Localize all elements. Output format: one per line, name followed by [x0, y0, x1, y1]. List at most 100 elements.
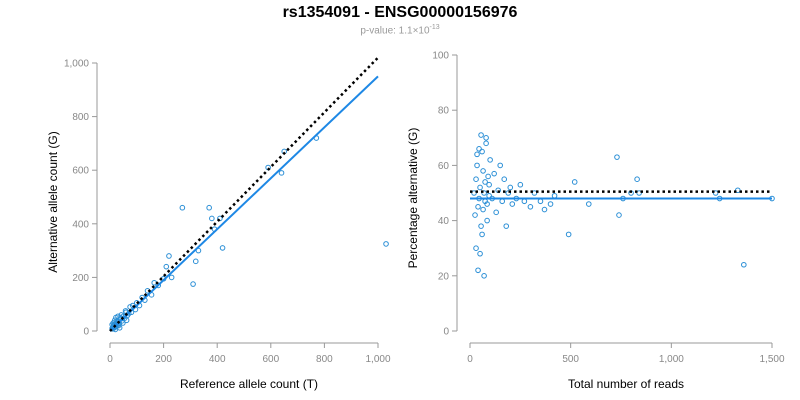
data-point — [537, 198, 544, 205]
x-tick-label: 400 — [209, 354, 226, 365]
data-point — [278, 170, 285, 176]
data-point — [547, 201, 554, 207]
x-tick-label: 200 — [155, 354, 172, 365]
right-scatter-panel: 0 20 40 60 80 100 0 500 1,000 1,500 Total number o… — [406, 51, 785, 392]
data-point — [531, 190, 538, 196]
y-tick-label: 800 — [72, 112, 89, 123]
data-point — [473, 176, 479, 182]
y-tick-label: 20 — [438, 271, 450, 282]
data-point — [190, 281, 196, 287]
data-point — [122, 308, 129, 314]
chart-title: rs1354091 - ENSG00000156976 — [282, 4, 518, 21]
data-point — [471, 190, 477, 196]
y-tick-label: 0 — [83, 327, 89, 338]
data-point — [475, 204, 481, 210]
data-point — [129, 302, 136, 309]
data-point — [109, 321, 115, 328]
pvalue-exponent: -13 — [429, 24, 440, 31]
y-axis-title: Alternative allele count (G) — [46, 131, 60, 272]
data-point — [475, 267, 481, 274]
data-point — [741, 261, 747, 268]
x-axis-title: Reference allele count (T) — [180, 377, 318, 391]
data-point — [479, 148, 485, 155]
data-point — [517, 181, 524, 188]
data-point — [482, 179, 488, 185]
data-point — [551, 192, 558, 199]
data-point — [163, 263, 170, 270]
y-axis-title: Percentage alternative (G) — [406, 128, 420, 269]
data-point — [474, 162, 480, 169]
x-tick-label: 800 — [316, 354, 333, 365]
x-tick-label: 1,000 — [365, 354, 390, 365]
data-point — [734, 187, 741, 194]
reference-line — [109, 56, 379, 332]
data-point — [501, 176, 508, 182]
data-point — [123, 317, 130, 324]
data-point — [113, 314, 119, 321]
pvalue-text: p-value: 1.1×10 — [360, 25, 430, 37]
y-tick-label: 400 — [72, 219, 89, 230]
data-point — [486, 181, 492, 188]
data-point — [192, 258, 199, 265]
y-tick-label: 80 — [438, 106, 450, 117]
data-point — [614, 154, 620, 160]
data-point — [477, 250, 483, 257]
data-point — [480, 168, 486, 174]
data-point — [485, 173, 491, 180]
data-point — [499, 198, 506, 205]
data-point — [480, 206, 486, 213]
y-tick-label: 0 — [443, 327, 449, 338]
x-axis-title: Total number of reads — [568, 377, 684, 391]
data-point — [565, 231, 572, 238]
data-point — [634, 176, 640, 182]
data-point — [217, 215, 223, 222]
x-tick-label: 600 — [262, 354, 279, 365]
data-point — [478, 132, 484, 138]
data-point — [712, 190, 719, 196]
x-tick-label: 1,500 — [759, 354, 784, 365]
data-point — [521, 198, 528, 205]
data-point — [484, 217, 490, 224]
data-point — [484, 201, 490, 207]
x-tick-label: 0 — [467, 354, 473, 365]
data-point — [483, 140, 489, 147]
data-point — [585, 201, 592, 207]
data-point — [477, 184, 483, 191]
data-point — [476, 146, 482, 152]
data-point — [383, 241, 389, 247]
data-point — [479, 231, 485, 238]
y-tick-label: 60 — [438, 161, 450, 172]
data-point — [507, 184, 514, 191]
data-point — [118, 312, 125, 318]
data-point — [497, 162, 504, 169]
data-point — [493, 209, 499, 216]
y-tick-label: 100 — [432, 51, 449, 62]
data-point — [179, 204, 186, 211]
data-point — [636, 190, 642, 196]
data-point — [206, 204, 212, 211]
data-point — [483, 135, 489, 141]
data-point — [571, 179, 578, 185]
chart-subtitle: p-value: 1.1×10-13 — [0, 24, 800, 36]
data-point — [474, 151, 480, 158]
x-tick-label: 0 — [107, 354, 113, 365]
left-scatter-panel: 0 200 400 600 800 1,000 0 200 400 600 800 1,000 Refe… — [46, 56, 391, 391]
data-point — [527, 204, 534, 210]
data-point — [120, 320, 126, 326]
data-point — [116, 324, 123, 331]
data-point — [168, 274, 175, 281]
y-tick-label: 1,000 — [64, 59, 89, 70]
fit-line — [109, 75, 379, 332]
data-point — [209, 215, 215, 222]
data-point — [478, 223, 484, 229]
data-point — [616, 212, 622, 218]
data-point — [473, 245, 479, 251]
x-tick-label: 500 — [562, 354, 579, 365]
data-point — [503, 223, 510, 229]
data-point — [491, 170, 497, 177]
x-tick-label: 1,000 — [659, 354, 684, 365]
y-tick-label: 40 — [438, 216, 450, 227]
data-point — [472, 212, 478, 218]
data-point — [541, 206, 548, 213]
